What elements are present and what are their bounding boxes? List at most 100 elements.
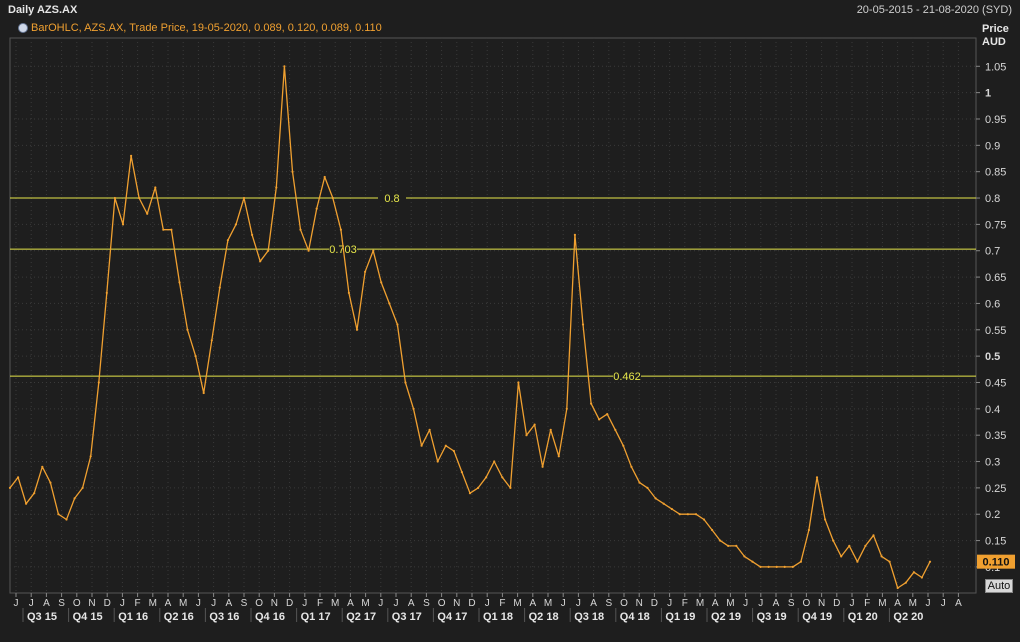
- price-point: [347, 291, 350, 294]
- series-legend[interactable]: BarOHLC, AZS.AX, Trade Price, 19-05-2020…: [18, 22, 382, 34]
- price-point: [420, 444, 423, 447]
- price-point: [904, 581, 907, 584]
- price-series-line: [9, 65, 931, 589]
- x-month-label: S: [605, 598, 612, 609]
- y-tick-label: 1.05: [985, 61, 1006, 73]
- price-point: [888, 560, 891, 563]
- price-point: [89, 455, 92, 458]
- y-tick-label: 0.95: [985, 114, 1006, 126]
- x-quarter-label: Q4 17: [437, 611, 467, 623]
- price-point: [896, 586, 899, 590]
- auto-scale-button[interactable]: Auto: [985, 579, 1013, 593]
- x-month-label: F: [135, 598, 141, 609]
- x-month-label: F: [499, 598, 505, 609]
- x-quarter-label: Q4 18: [620, 611, 650, 623]
- y-tick-label: 0.4: [985, 404, 1000, 416]
- x-quarter-label: Q2 20: [893, 611, 923, 623]
- price-point: [178, 281, 181, 284]
- x-month-label: S: [423, 598, 430, 609]
- price-point: [477, 486, 480, 489]
- price-point: [622, 444, 625, 447]
- price-point: [557, 455, 560, 458]
- x-month-label: M: [544, 598, 552, 609]
- price-point: [856, 560, 859, 563]
- x-quarter-label: Q1 17: [301, 611, 331, 623]
- price-point: [105, 291, 108, 294]
- x-quarter-label: Q2 16: [164, 611, 194, 623]
- y-tick-label: 0.7: [985, 246, 1000, 258]
- price-point: [912, 571, 916, 574]
- x-month-label: J: [29, 598, 34, 609]
- x-month-label: A: [165, 598, 172, 609]
- price-point: [872, 534, 875, 537]
- x-month-label: M: [149, 598, 157, 609]
- price-point: [364, 270, 367, 273]
- x-quarter-label: Q2 18: [529, 611, 559, 623]
- price-point: [162, 228, 165, 231]
- x-month-label: D: [833, 598, 840, 609]
- x-month-label: J: [850, 598, 855, 609]
- x-month-label: N: [88, 598, 95, 609]
- price-point: [832, 539, 835, 542]
- price-point: [73, 497, 76, 500]
- x-month-label: J: [120, 598, 125, 609]
- price-point: [848, 544, 851, 548]
- price-point: [606, 413, 609, 416]
- price-point: [170, 228, 173, 231]
- x-quarter-label: Q3 16: [209, 611, 239, 623]
- price-point: [525, 434, 528, 437]
- y-tick-label: 0.5: [985, 351, 1000, 363]
- price-point: [49, 481, 52, 484]
- price-point: [33, 492, 36, 495]
- price-point: [65, 518, 68, 521]
- x-month-label: A: [43, 598, 50, 609]
- y-tick-label: 0.3: [985, 457, 1000, 469]
- price-point: [541, 465, 544, 468]
- price-point: [388, 302, 391, 305]
- price-point: [920, 576, 924, 579]
- price-point: [17, 476, 20, 479]
- price-point: [404, 381, 407, 384]
- x-month-label: J: [485, 598, 490, 609]
- x-month-label: M: [726, 598, 734, 609]
- price-point: [485, 476, 488, 479]
- price-point: [194, 355, 197, 358]
- x-month-label: J: [561, 598, 566, 609]
- x-quarter-label: Q2 17: [346, 611, 376, 623]
- x-quarter-label: Q4 16: [255, 611, 285, 623]
- y-tick-label: 0.2: [985, 509, 1000, 521]
- x-month-label: J: [14, 598, 19, 609]
- price-point: [549, 428, 552, 431]
- price-point: [775, 565, 778, 569]
- price-point: [146, 212, 149, 215]
- price-point: [662, 502, 665, 505]
- y-tick-label: 0.45: [985, 377, 1006, 389]
- price-point: [759, 565, 762, 569]
- price-point: [202, 391, 205, 395]
- x-month-label: D: [286, 598, 293, 609]
- price-point: [323, 175, 326, 179]
- x-month-label: F: [682, 598, 688, 609]
- price-point: [719, 539, 722, 542]
- price-point: [8, 486, 12, 489]
- price-point: [573, 233, 577, 236]
- price-point: [735, 544, 738, 548]
- price-point: [509, 486, 512, 489]
- price-point: [815, 476, 819, 479]
- x-month-label: F: [317, 598, 323, 609]
- x-month-label: D: [651, 598, 658, 609]
- price-point: [25, 502, 28, 505]
- x-month-label: D: [104, 598, 111, 609]
- price-point: [331, 196, 334, 200]
- price-point: [928, 560, 932, 563]
- plot-frame: [9, 37, 977, 594]
- x-month-label: A: [529, 598, 536, 609]
- price-axis-title: Price AUD: [982, 23, 1009, 49]
- price-point: [460, 471, 463, 474]
- x-month-label: A: [347, 598, 354, 609]
- x-month-label: J: [941, 598, 946, 609]
- price-point: [97, 381, 100, 384]
- price-point: [380, 281, 383, 284]
- x-quarter-label: Q3 17: [392, 611, 422, 623]
